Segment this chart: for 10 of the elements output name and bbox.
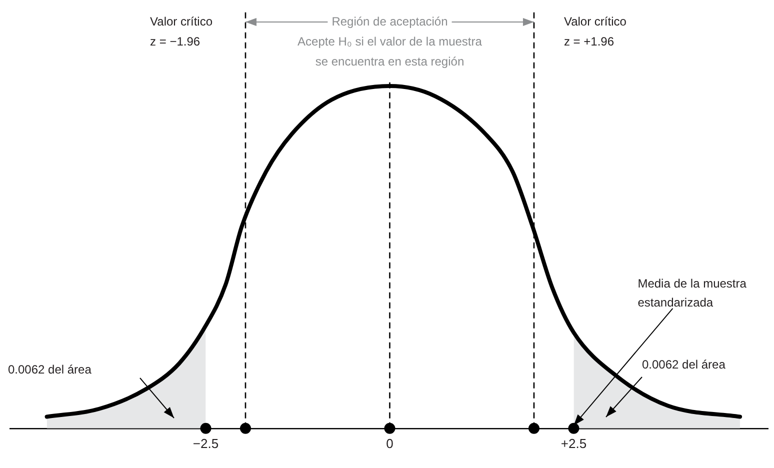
annotation: Media de la muestra estandarizada [638,276,747,310]
ref-line-label: Valor crítico z = +1.96 [564,14,627,48]
x-tick-label: −2.5 [192,436,219,451]
annotation: 0.0062 del área [642,357,726,372]
x-tick-label: 0 [386,436,394,451]
text: Acepte H₀ si el valor de la muestra se encuentra en esta región [298,34,482,68]
ref-line-label: Valor crítico z = −1.96 [150,14,213,48]
text: Región de aceptación [332,14,448,28]
x-tick-label: +2.5 [560,436,587,451]
annotation: 0.0062 del área [8,362,92,376]
